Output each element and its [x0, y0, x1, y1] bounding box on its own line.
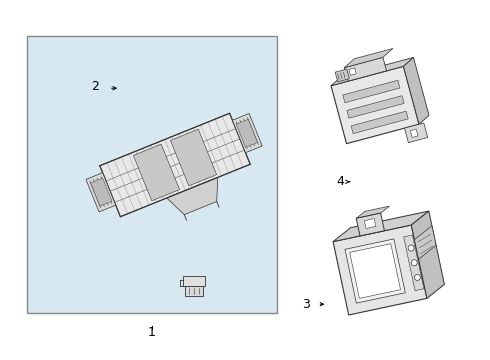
Polygon shape [100, 113, 250, 217]
Polygon shape [350, 244, 400, 298]
Polygon shape [335, 69, 349, 82]
Polygon shape [345, 239, 405, 303]
Text: 4: 4 [337, 175, 344, 188]
Polygon shape [133, 144, 179, 201]
Polygon shape [236, 119, 258, 147]
Polygon shape [331, 57, 414, 86]
Text: 2: 2 [92, 80, 99, 93]
Polygon shape [171, 129, 217, 186]
Circle shape [415, 274, 420, 280]
Polygon shape [344, 57, 387, 81]
Polygon shape [347, 96, 404, 118]
Text: 3: 3 [302, 298, 310, 311]
Polygon shape [185, 286, 203, 296]
Polygon shape [356, 206, 390, 218]
Polygon shape [333, 211, 429, 242]
Polygon shape [167, 177, 218, 215]
Polygon shape [351, 111, 408, 134]
Polygon shape [331, 66, 419, 144]
Polygon shape [86, 173, 116, 212]
Polygon shape [411, 211, 444, 298]
Polygon shape [356, 213, 385, 236]
Polygon shape [343, 80, 400, 103]
Polygon shape [344, 49, 393, 68]
Polygon shape [349, 68, 356, 75]
Polygon shape [232, 113, 262, 153]
Polygon shape [405, 123, 428, 143]
Text: 1: 1 [148, 327, 156, 339]
Polygon shape [91, 178, 112, 206]
Polygon shape [365, 219, 376, 229]
Circle shape [411, 260, 417, 266]
Bar [27, 36, 277, 313]
Circle shape [408, 245, 414, 251]
Polygon shape [410, 129, 418, 138]
Polygon shape [415, 226, 436, 259]
Polygon shape [183, 276, 205, 286]
Polygon shape [333, 225, 427, 315]
Polygon shape [403, 57, 429, 124]
Polygon shape [404, 235, 424, 291]
